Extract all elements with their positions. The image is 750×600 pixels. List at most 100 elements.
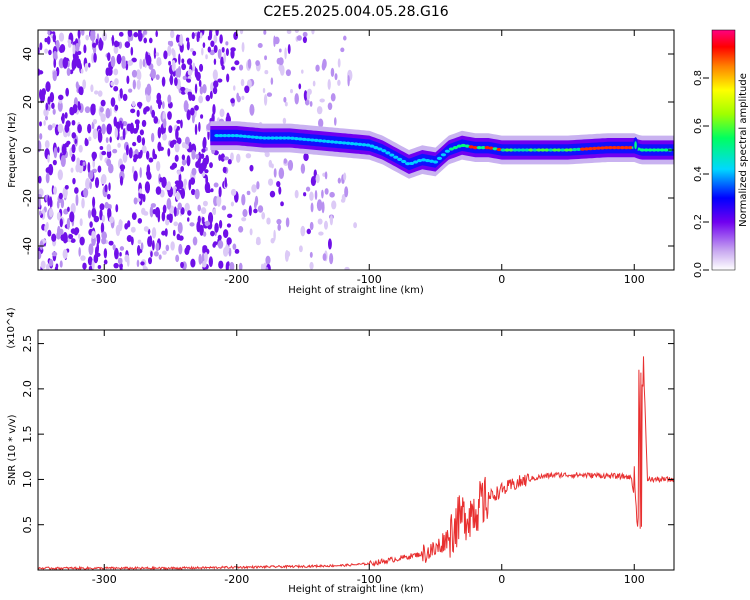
x-tick-label: 100	[624, 273, 645, 286]
noise-blob	[93, 52, 97, 63]
noise-blob	[104, 75, 110, 84]
noise-blob	[106, 143, 112, 152]
noise-blob	[172, 185, 176, 197]
snr-multiplier: (x10^4)	[6, 307, 17, 348]
noise-blob	[201, 217, 205, 222]
noise-blob	[321, 62, 326, 71]
noise-blob	[93, 215, 100, 223]
noise-blob	[199, 32, 203, 39]
noise-blob	[59, 260, 63, 268]
noise-blob	[49, 92, 55, 103]
ridge-core	[365, 143, 371, 147]
noise-blob	[77, 123, 82, 134]
noise-blob	[108, 240, 114, 246]
ridge-core	[496, 147, 502, 152]
noise-blob	[75, 42, 80, 52]
noise-blob	[44, 140, 50, 149]
noise-blob	[87, 256, 93, 266]
noise-blob	[205, 54, 208, 60]
noise-blob	[181, 154, 186, 161]
noise-blob	[213, 34, 218, 44]
ridge-core	[488, 146, 494, 150]
noise-blob	[57, 225, 61, 238]
noise-blob	[91, 230, 96, 240]
noise-blob	[76, 157, 81, 167]
noise-blob	[213, 182, 219, 188]
noise-blob	[47, 96, 51, 105]
y-tick-label: -40	[21, 237, 34, 255]
noise-blob	[64, 112, 68, 119]
noise-blob	[46, 36, 51, 45]
noise-blob	[57, 169, 63, 181]
noise-blob	[233, 31, 239, 40]
ridge-core	[663, 148, 669, 152]
noise-blob	[173, 221, 179, 227]
noise-blob	[104, 201, 109, 209]
noise-blob	[72, 44, 76, 55]
noise-blob	[186, 40, 190, 51]
noise-blob	[51, 123, 56, 128]
noise-blob	[234, 60, 240, 66]
noise-blob	[218, 260, 224, 269]
noise-blob	[100, 222, 105, 234]
noise-blob	[290, 88, 293, 94]
noise-blob	[287, 43, 291, 55]
noise-blob	[58, 192, 63, 200]
y-tick-label: 20	[21, 95, 34, 109]
noise-blob	[122, 152, 128, 163]
noise-blob	[241, 95, 245, 100]
noise-blob	[329, 253, 334, 265]
noise-blob	[207, 225, 212, 230]
noise-blob	[47, 195, 50, 207]
noise-blob	[256, 181, 260, 190]
noise-blob	[226, 73, 230, 83]
noise-blob	[324, 188, 329, 195]
noise-blob	[194, 68, 199, 78]
ridge-core	[420, 158, 427, 162]
noise-blob	[163, 50, 168, 60]
ridge-core	[405, 162, 411, 166]
snr-content	[38, 356, 674, 570]
ridge-core	[512, 148, 518, 152]
ridge-core	[428, 159, 435, 163]
noise-blob	[90, 84, 94, 93]
noise-blob	[246, 190, 251, 196]
noise-blob	[187, 91, 192, 96]
noise-blob	[80, 30, 85, 36]
noise-blob	[154, 206, 161, 218]
noise-blob	[53, 58, 57, 69]
noise-blob	[227, 213, 233, 218]
noise-blob	[155, 30, 158, 38]
noise-blob	[169, 140, 175, 149]
noise-blob	[186, 78, 192, 83]
noise-blob	[113, 40, 119, 48]
noise-blob	[230, 47, 236, 52]
noise-blob	[190, 177, 196, 185]
ridge-core	[254, 135, 260, 139]
noise-blob	[57, 94, 64, 101]
y-tick-label: 2.5	[21, 335, 34, 353]
ridge-core	[242, 134, 248, 138]
noise-blob	[137, 217, 143, 224]
noise-blob	[194, 123, 198, 136]
snr-panel: -300 -200 -100 0 100 0.5 1.0 1.5 2.0 2.5 Height o…	[6, 307, 675, 595]
noise-blob	[159, 177, 163, 183]
noise-blob	[136, 101, 143, 108]
noise-blob	[47, 124, 53, 131]
noise-blob	[77, 104, 82, 111]
noise-blob	[137, 248, 143, 254]
noise-blob	[176, 137, 182, 145]
noise-blob	[282, 117, 287, 125]
noise-blob	[209, 90, 213, 100]
noise-blob	[294, 189, 299, 199]
noise-blob	[47, 30, 51, 36]
noise-blob	[114, 247, 119, 260]
ridge-core	[460, 143, 466, 148]
noise-blob	[189, 107, 195, 116]
noise-blob	[220, 153, 226, 162]
noise-blob	[205, 94, 211, 102]
noise-blob	[180, 166, 185, 172]
noise-blob	[113, 116, 117, 127]
noise-blob	[66, 67, 71, 77]
noise-blob	[329, 191, 335, 198]
